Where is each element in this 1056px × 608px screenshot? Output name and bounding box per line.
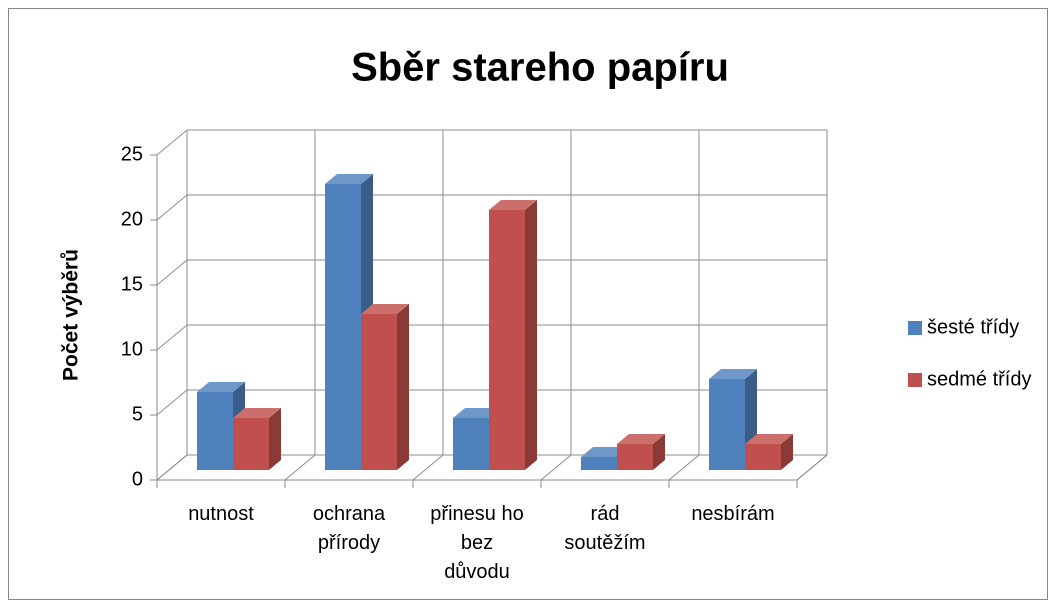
bar-face bbox=[489, 200, 537, 210]
grid-line bbox=[156, 259, 188, 286]
bar-face bbox=[525, 200, 537, 470]
bar bbox=[745, 434, 793, 470]
bar-face bbox=[325, 174, 373, 184]
bar-face bbox=[269, 408, 281, 470]
y-axis-title: Počet výběrů bbox=[60, 249, 83, 381]
grid-line bbox=[156, 389, 188, 416]
bar-face bbox=[197, 392, 233, 470]
legend-swatch bbox=[908, 321, 922, 335]
bar-face bbox=[581, 457, 617, 470]
chart-title: Sběr stareho papíru bbox=[351, 46, 729, 90]
grid-line bbox=[156, 129, 188, 156]
y-tick-label: 25 bbox=[121, 143, 143, 165]
floor-grid bbox=[796, 454, 828, 481]
y-tick-label: 0 bbox=[132, 468, 143, 490]
bar-face bbox=[361, 304, 409, 314]
bar-face bbox=[325, 184, 361, 470]
x-tick-label: ochrana přírody bbox=[312, 503, 386, 554]
bar-face bbox=[617, 434, 665, 444]
y-tick-label: 20 bbox=[121, 208, 143, 230]
bar-face bbox=[709, 379, 745, 470]
floor-grid bbox=[412, 454, 444, 481]
y-tick-label: 10 bbox=[121, 338, 143, 360]
bar-face bbox=[653, 434, 665, 470]
bar-face bbox=[361, 314, 397, 470]
x-tick-label: rád soutěžím bbox=[564, 503, 646, 554]
bar-face bbox=[745, 444, 781, 470]
floor-grid bbox=[284, 454, 316, 481]
legend-label: sedmé třídy bbox=[927, 368, 1031, 390]
bar-face bbox=[489, 210, 525, 470]
bar-face bbox=[397, 304, 409, 470]
bar-face bbox=[233, 418, 269, 470]
floor-grid bbox=[540, 454, 572, 481]
bar bbox=[709, 369, 757, 470]
legend-label: šesté třídy bbox=[927, 316, 1019, 338]
bar-face bbox=[781, 434, 793, 470]
x-tick-label: nesbírám bbox=[691, 503, 775, 525]
grid-line bbox=[156, 324, 188, 351]
x-tick-label: nutnost bbox=[188, 503, 254, 525]
legend-swatch bbox=[908, 373, 922, 387]
bar-face bbox=[453, 418, 489, 470]
y-tick-label: 5 bbox=[132, 403, 143, 425]
bar-face bbox=[197, 382, 245, 392]
bar-face bbox=[233, 408, 281, 418]
floor-grid bbox=[668, 454, 700, 481]
bar-face bbox=[745, 434, 793, 444]
y-tick-label: 15 bbox=[121, 273, 143, 295]
bar bbox=[361, 304, 409, 470]
bar-face bbox=[709, 369, 757, 379]
grid-line bbox=[156, 454, 188, 481]
x-tick-label: přinesu ho bez důvodu bbox=[430, 503, 524, 583]
grid-line bbox=[156, 194, 188, 221]
bar bbox=[233, 408, 281, 470]
bar bbox=[489, 200, 537, 470]
bar-face bbox=[617, 444, 653, 470]
bar bbox=[617, 434, 665, 470]
